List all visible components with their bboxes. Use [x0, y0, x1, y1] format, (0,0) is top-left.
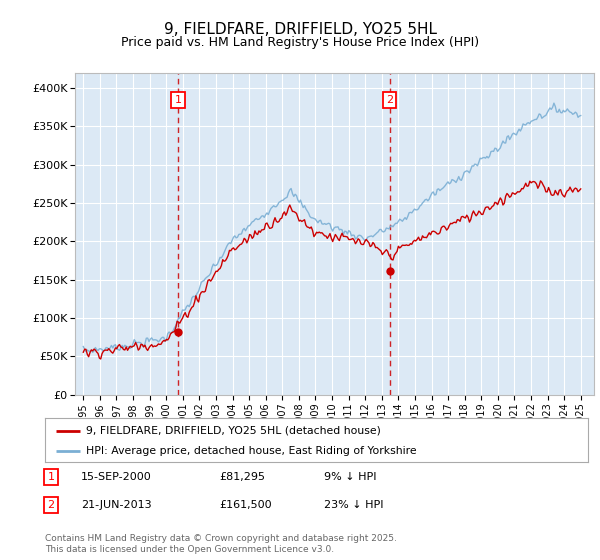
Text: 2: 2 [386, 95, 393, 105]
Text: 9, FIELDFARE, DRIFFIELD, YO25 5HL: 9, FIELDFARE, DRIFFIELD, YO25 5HL [163, 22, 437, 38]
Text: 9, FIELDFARE, DRIFFIELD, YO25 5HL (detached house): 9, FIELDFARE, DRIFFIELD, YO25 5HL (detac… [86, 426, 380, 436]
Text: Price paid vs. HM Land Registry's House Price Index (HPI): Price paid vs. HM Land Registry's House … [121, 36, 479, 49]
Text: £81,295: £81,295 [219, 472, 265, 482]
Text: £161,500: £161,500 [219, 500, 272, 510]
Text: HPI: Average price, detached house, East Riding of Yorkshire: HPI: Average price, detached house, East… [86, 446, 416, 456]
Text: 1: 1 [47, 472, 55, 482]
Text: 2: 2 [47, 500, 55, 510]
Text: 15-SEP-2000: 15-SEP-2000 [81, 472, 152, 482]
Text: 21-JUN-2013: 21-JUN-2013 [81, 500, 152, 510]
Text: Contains HM Land Registry data © Crown copyright and database right 2025.
This d: Contains HM Land Registry data © Crown c… [45, 534, 397, 554]
Text: 9% ↓ HPI: 9% ↓ HPI [324, 472, 377, 482]
Text: 1: 1 [175, 95, 181, 105]
Text: 23% ↓ HPI: 23% ↓ HPI [324, 500, 383, 510]
